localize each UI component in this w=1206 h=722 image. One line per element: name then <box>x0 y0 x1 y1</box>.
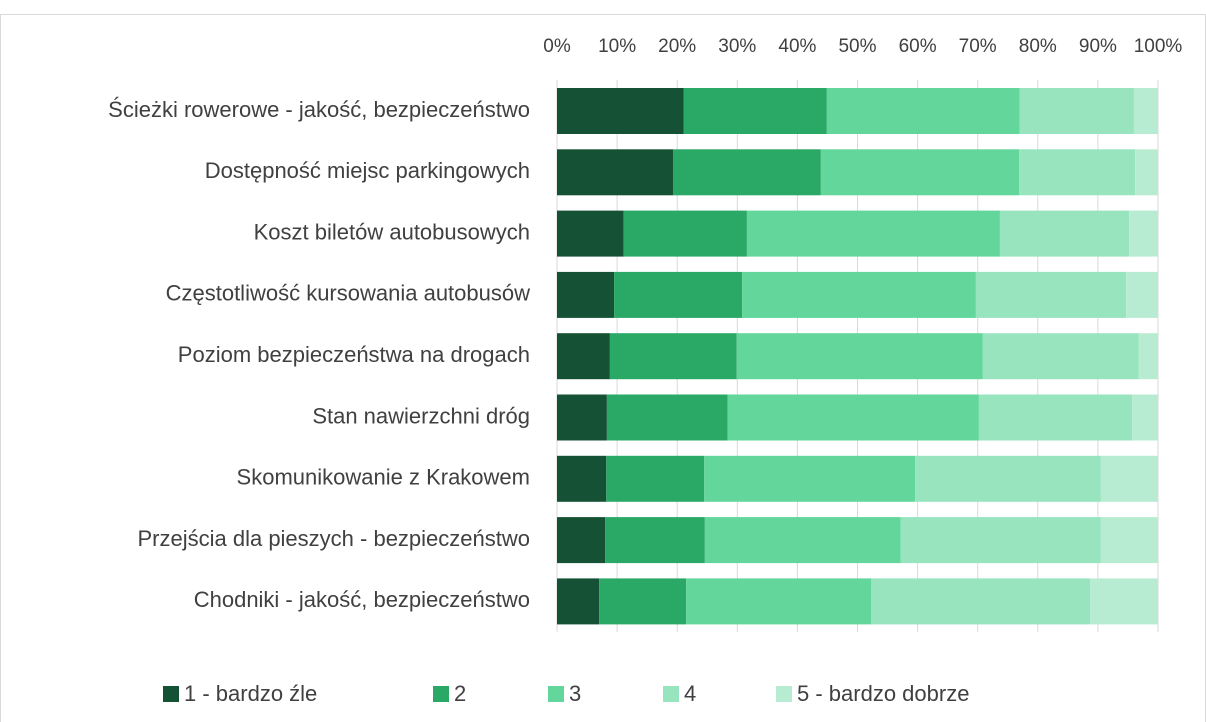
legend-label: 5 - bardzo dobrze <box>797 681 969 706</box>
bar-segment <box>982 333 1139 380</box>
category-label: Poziom bezpieczeństwa na drogach <box>178 342 530 367</box>
bar-segment <box>614 271 743 318</box>
bar-segment <box>727 394 979 441</box>
category-label: Częstotliwość kursowania autobusów <box>166 281 531 306</box>
bar-segment <box>557 149 673 196</box>
bar-segment <box>557 578 600 625</box>
bar-segment <box>826 88 1020 134</box>
x-tick-label: 10% <box>598 36 636 57</box>
legend-label: 4 <box>684 681 696 706</box>
x-tick-label: 50% <box>838 36 876 57</box>
bar-segment <box>609 333 737 380</box>
x-tick-label: 100% <box>1134 36 1183 57</box>
bar-segment <box>1100 517 1158 564</box>
bar-segment <box>1129 210 1158 257</box>
bar-segment <box>606 394 728 441</box>
category-label: Chodniki - jakość, bezpieczeństwo <box>194 587 530 612</box>
bar-segment <box>683 88 827 134</box>
legend-label: 1 - bardzo źle <box>184 681 317 706</box>
x-tick-label: 0% <box>543 36 571 57</box>
bar-segment <box>557 394 607 441</box>
bar-segment <box>975 271 1127 318</box>
bar-segment <box>1019 88 1134 134</box>
bar-segment <box>605 517 705 564</box>
bar-segment <box>1135 149 1158 196</box>
bar-segment <box>672 149 821 196</box>
bar-segment <box>736 333 983 380</box>
bar-segment <box>557 88 684 134</box>
legend-swatch <box>548 686 564 702</box>
legend-label: 2 <box>454 681 466 706</box>
bar-segment <box>1133 88 1158 134</box>
legend-label: 3 <box>569 681 581 706</box>
bar-segment <box>746 210 1000 257</box>
bar-segment <box>871 578 1091 625</box>
bar-segment <box>999 210 1130 257</box>
bar-segment <box>686 578 872 625</box>
category-label: Ścieżki rowerowe - jakość, bezpieczeństw… <box>108 97 530 122</box>
bar-segment <box>1132 394 1158 441</box>
bar-segment <box>557 455 607 502</box>
bar-segment <box>900 517 1101 564</box>
x-tick-label: 60% <box>899 36 937 57</box>
x-tick-label: 70% <box>959 36 997 57</box>
bar-segment <box>557 333 610 380</box>
category-label: Przejścia dla pieszych - bezpieczeństwo <box>137 526 530 551</box>
bar-segment <box>704 517 901 564</box>
bar-segment <box>704 455 916 502</box>
legend-swatch <box>433 686 449 702</box>
bar-segment <box>915 455 1101 502</box>
bar-segment <box>557 210 624 257</box>
x-tick-label: 90% <box>1079 36 1117 57</box>
bar-segment <box>1138 333 1158 380</box>
category-label: Stan nawierzchni dróg <box>312 403 530 428</box>
x-tick-label: 40% <box>778 36 816 57</box>
bar-segment <box>623 210 747 257</box>
x-tick-label: 30% <box>718 36 756 57</box>
bar-segment <box>1090 578 1158 625</box>
bar-segment <box>820 149 1020 196</box>
category-label: Dostępność miejsc parkingowych <box>205 158 530 183</box>
category-label: Skomunikowanie z Krakowem <box>237 465 530 490</box>
legend-swatch <box>163 686 179 702</box>
x-tick-label: 20% <box>658 36 696 57</box>
bar-segment <box>742 271 976 318</box>
legend-swatch <box>776 686 792 702</box>
bar-segment <box>606 455 705 502</box>
bar-segment <box>557 517 606 564</box>
bar-segment <box>557 271 615 318</box>
bar-segment <box>1019 149 1136 196</box>
category-label: Koszt biletów autobusowych <box>254 219 530 244</box>
x-tick-label: 80% <box>1019 36 1057 57</box>
legend-swatch <box>663 686 679 702</box>
bar-segment <box>1100 455 1158 502</box>
bar-segment <box>599 578 687 625</box>
bar-segment <box>978 394 1133 441</box>
bar-segment <box>1126 271 1158 318</box>
